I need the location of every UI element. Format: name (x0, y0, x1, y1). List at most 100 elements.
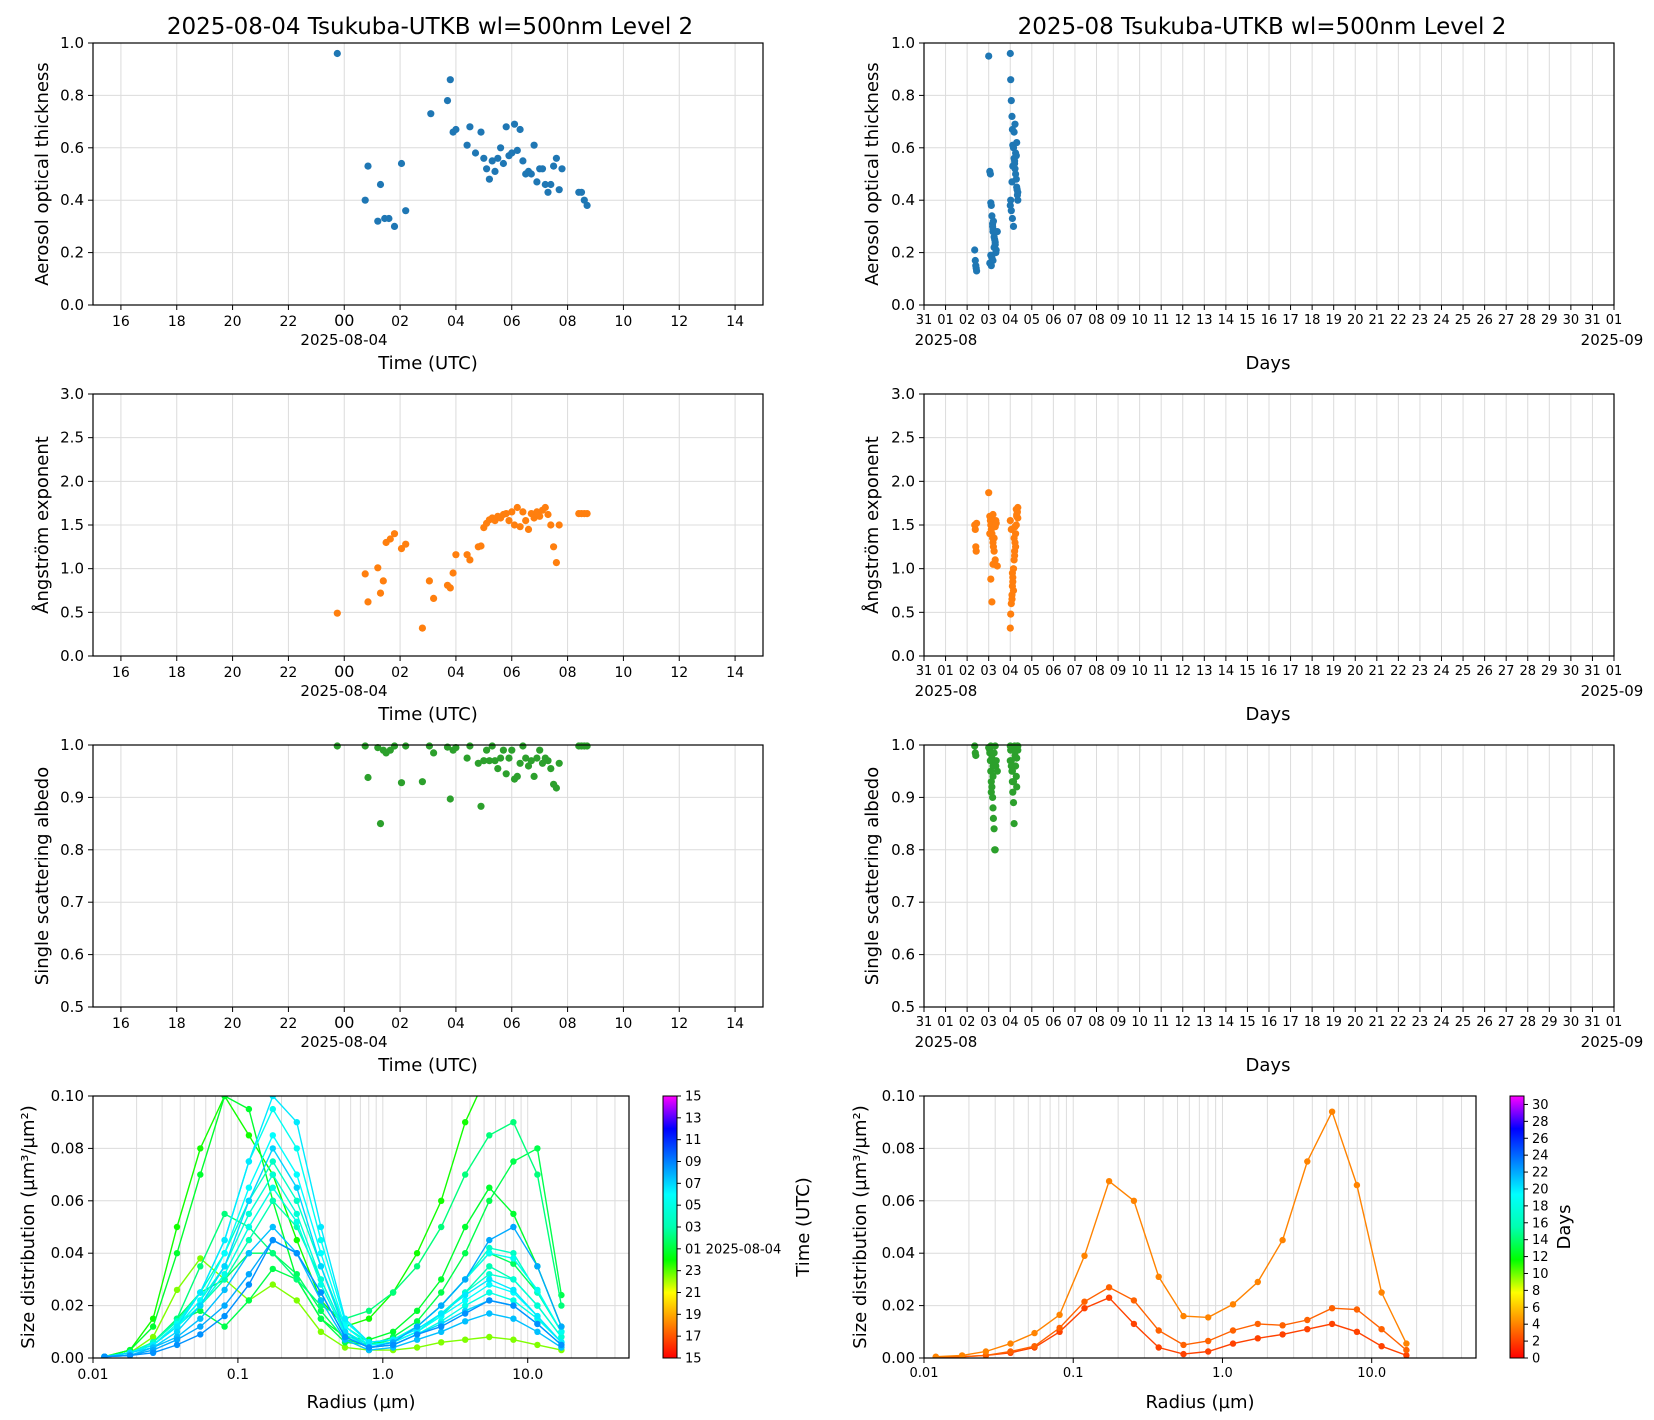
data-point (425, 742, 433, 750)
data-point (452, 551, 460, 559)
y-tick-label: 3.0 (891, 385, 915, 403)
x-tick-label: 17 (1282, 1015, 1299, 1030)
data-point (361, 742, 369, 750)
x-tick-label: 30 (1563, 1015, 1580, 1030)
daily-aod-yticks: 0.0 0.2 0.4 0.6 0.8 1.0 (60, 34, 93, 314)
colorbar-tick-label: 18 (1532, 1199, 1549, 1214)
data-point (555, 521, 563, 529)
colorbar-tick-label: 01 2025-08-04 (685, 1242, 781, 1257)
x-tick-label: 17 (1282, 664, 1299, 679)
size-series-point (269, 1132, 276, 1139)
size-series-point (413, 1307, 421, 1315)
daily-angstrom-panel: 16 18 20 22 00 02 04 06 08 10 12 14 0.0 0.5 1.0 1.5 2.0… (31, 385, 764, 725)
daily-angstrom-date-label: 2025-08-04 (300, 682, 387, 700)
y-tick-label: 0.08 (882, 1139, 915, 1157)
size-series-line (935, 1109, 1408, 1358)
size-series-point (510, 1255, 517, 1262)
y-tick-label: 0.0 (60, 296, 84, 314)
size-series-point (221, 1263, 228, 1270)
data-point (987, 575, 995, 583)
data-point (508, 149, 516, 157)
data-point (1013, 186, 1021, 194)
size-series-point (1353, 1181, 1361, 1189)
size-series-point (1155, 1344, 1162, 1351)
monthly-aod-xlabel: Days (1246, 353, 1291, 374)
data-point (508, 746, 516, 754)
y-tick-label: 1.0 (60, 736, 84, 754)
monthly-angstrom-ylabel: Ångström exponent (861, 436, 883, 614)
data-point (1008, 767, 1017, 775)
data-point (1008, 112, 1016, 120)
size-series-point (293, 1145, 300, 1152)
size-series-point (534, 1145, 541, 1152)
x-tick-label: 31 (1584, 1015, 1601, 1030)
data-point (466, 742, 474, 750)
data-point (390, 530, 399, 538)
data-point (502, 123, 510, 131)
data-point (1013, 783, 1021, 791)
colorbar-tick-label: 05 (685, 1199, 702, 1214)
size-series-point (221, 1276, 228, 1283)
x-tick-label: 02 (959, 313, 976, 328)
daily-aod-title: 2025-08-04 Tsukuba-UTKB wl=500nm Level 2 (167, 14, 693, 40)
size-series-point (1130, 1297, 1138, 1304)
x-tick-label: 12 (1174, 664, 1191, 679)
size-series-point (486, 1276, 493, 1283)
daily-aod-grid (93, 42, 763, 306)
size-series-point (1031, 1343, 1038, 1350)
y-tick-label: 0.04 (882, 1244, 915, 1262)
size-series-point (932, 1353, 939, 1358)
x-tick-label: 0.1 (227, 1367, 249, 1383)
data-point (1008, 178, 1016, 186)
data-point (502, 770, 510, 778)
data-point (527, 170, 535, 178)
size-series-line (104, 1239, 562, 1358)
data-point (516, 759, 524, 767)
data-point (988, 783, 996, 791)
x-tick-label: 27 (1498, 1015, 1515, 1030)
size-series-point (269, 1265, 276, 1273)
y-tick-label: 2.5 (60, 429, 84, 447)
y-tick-label: 2.0 (891, 472, 915, 490)
x-tick-label: 0.01 (910, 1366, 939, 1381)
monthly-angstrom-points (971, 489, 1022, 632)
data-point (497, 754, 505, 762)
data-point (471, 149, 480, 157)
data-point (522, 517, 530, 525)
data-point (480, 757, 488, 765)
x-tick-label: 15 (1239, 664, 1256, 679)
size-series-point (245, 1281, 253, 1288)
y-tick-label: 0.9 (891, 788, 915, 806)
size-series-point (1328, 1108, 1336, 1115)
x-tick-label: 30 (1563, 664, 1580, 679)
size-series-point (245, 1223, 253, 1231)
data-point (989, 762, 997, 770)
size-series-point (269, 1184, 276, 1191)
data-point (385, 214, 393, 223)
size-series-point (534, 1302, 541, 1309)
data-point (1009, 578, 1017, 586)
data-point (519, 157, 527, 165)
data-point (386, 535, 394, 543)
x-tick-label: 0.1 (1063, 1366, 1084, 1381)
size-series-point (365, 1315, 373, 1322)
size-series-line (104, 1225, 562, 1358)
monthly-size-xticks: 0.01 0.1 1.0 10.0 (910, 1358, 1386, 1381)
monthly-aod-xticks: 31 01 02 03 04 05 06 07 08 09 10 11 12 13 14 15 16 17 18 19… (916, 305, 1622, 328)
x-tick-label: 16 (112, 1016, 130, 1032)
colorbar-tick-label: 11 (685, 1133, 702, 1148)
x-tick-label: 05 (1024, 313, 1041, 328)
x-tick-label: 16 (112, 665, 130, 681)
daily-angstrom-points (333, 503, 591, 632)
data-point (1008, 569, 1017, 577)
size-series-point (1378, 1289, 1385, 1296)
y-tick-label: 0.6 (891, 139, 915, 157)
size-series-point (486, 1310, 493, 1317)
x-tick-label: 18 (1304, 313, 1321, 328)
x-tick-label: 0.01 (77, 1367, 108, 1383)
daily-ssa-yticks: 0.5 0.6 0.7 0.8 0.9 1.0 (60, 736, 93, 1016)
data-point (364, 162, 372, 170)
y-tick-label: 0.6 (60, 946, 84, 964)
data-point (989, 510, 997, 519)
data-point (1012, 152, 1020, 160)
